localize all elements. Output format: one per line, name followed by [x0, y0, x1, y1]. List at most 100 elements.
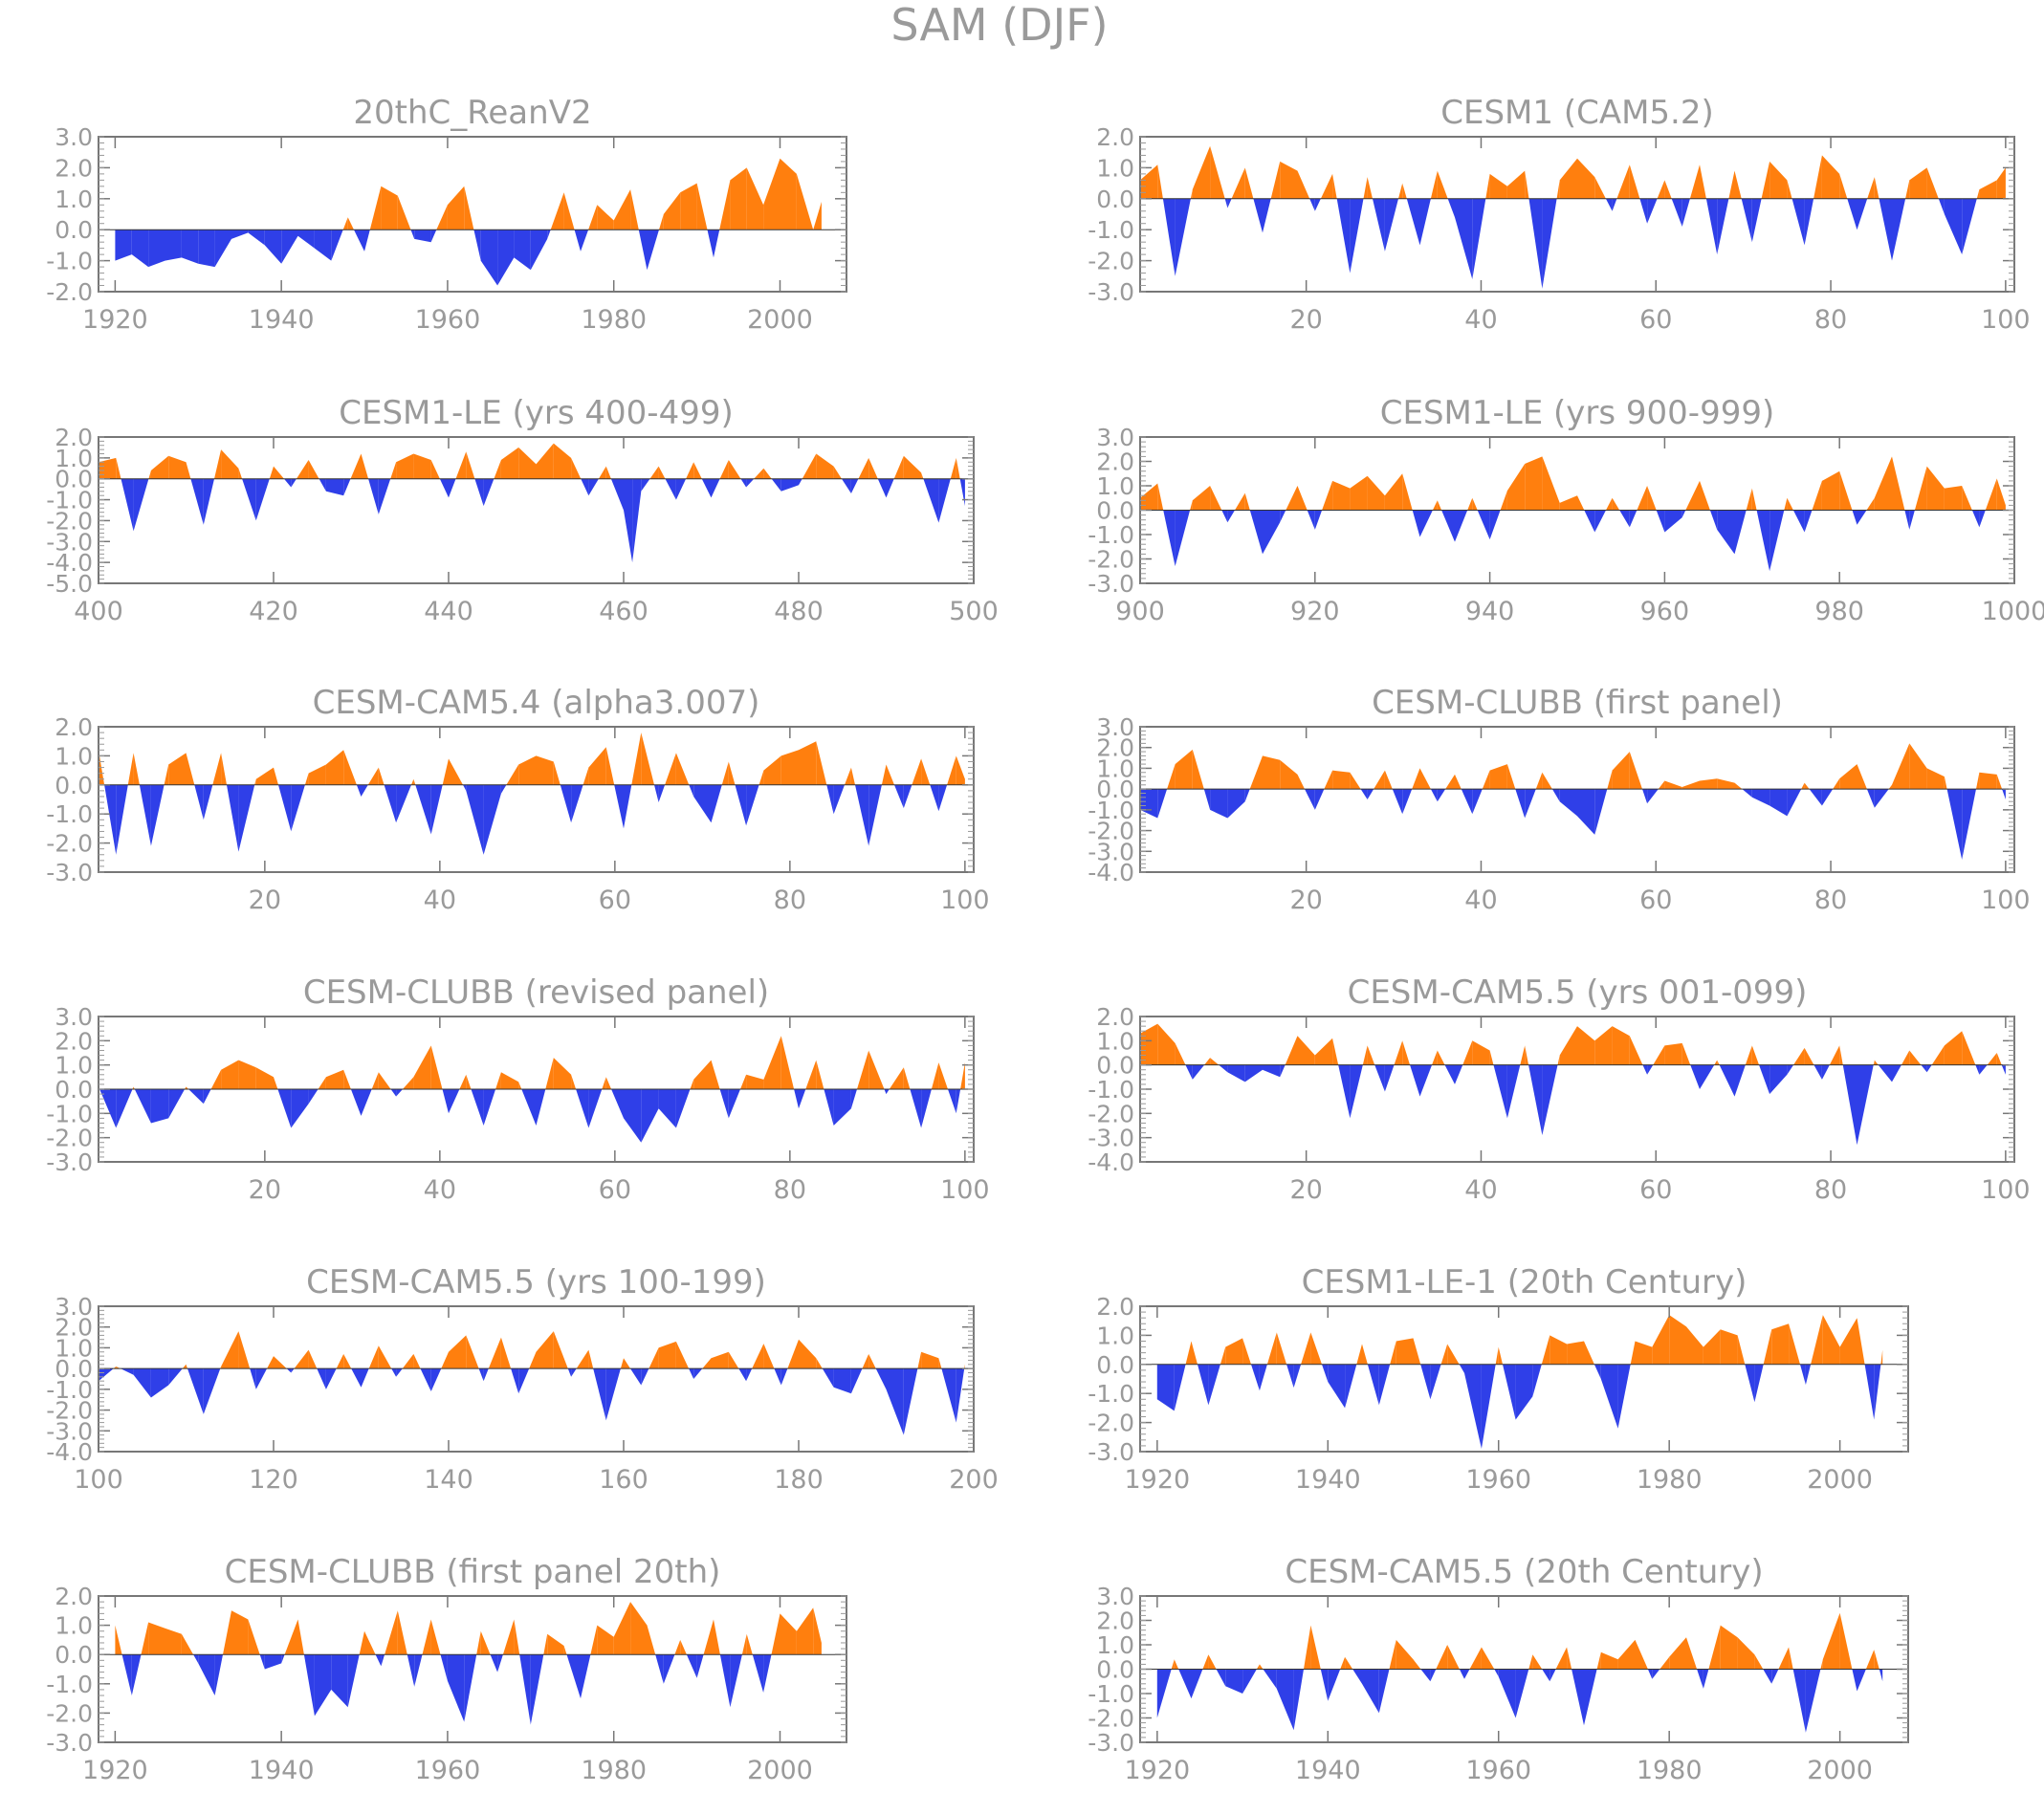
x-tick-label: 1940 [1295, 1465, 1361, 1495]
positive-area [1962, 486, 1972, 511]
negative-area [281, 1654, 285, 1664]
negative-area [1477, 510, 1490, 540]
positive-area [1432, 1050, 1438, 1065]
chart-panel-11: CESM-CLUBB (first panel 20th) 2.01.00.0-1… [46, 1553, 847, 1785]
y-tick-label: 0.0 [55, 772, 93, 799]
positive-area [1190, 500, 1193, 511]
negative-area [286, 1368, 292, 1373]
negative-area [463, 784, 467, 791]
y-tick-label: 1.0 [1096, 1631, 1134, 1659]
positive-area [553, 443, 572, 479]
positive-area [1350, 475, 1368, 511]
positive-area [1157, 164, 1163, 199]
positive-area [746, 167, 764, 230]
panel-title: CESM1-LE (yrs 400-499) [339, 394, 733, 432]
positive-area [304, 773, 309, 785]
positive-area [1191, 1341, 1198, 1365]
y-tick-label: -2.0 [46, 507, 93, 535]
positive-area [430, 1619, 441, 1655]
positive-area [1462, 1040, 1473, 1065]
negative-area [886, 478, 894, 498]
positive-area [1944, 776, 1947, 790]
negative-area [203, 1089, 211, 1104]
y-tick-label: -1.0 [46, 800, 93, 828]
positive-area [1220, 1346, 1226, 1365]
positive-area [868, 1050, 885, 1089]
positive-area [588, 1349, 594, 1369]
positive-area [780, 1613, 797, 1655]
negative-area [1938, 198, 1945, 214]
positive-area [1310, 1625, 1321, 1670]
positive-area [1905, 180, 1910, 199]
negative-area [1447, 198, 1455, 218]
positive-area [703, 1619, 714, 1655]
positive-area [1528, 1654, 1533, 1670]
x-tick-label: 100 [1981, 886, 2031, 915]
positive-area [1821, 155, 1840, 199]
negative-area [121, 478, 134, 532]
negative-area [1459, 1364, 1464, 1373]
negative-area [1594, 510, 1606, 533]
positive-area [536, 443, 554, 479]
x-tick-label: 100 [940, 1175, 990, 1205]
x-tick-label: 100 [1981, 1175, 2031, 1205]
positive-area [1787, 497, 1793, 511]
positive-area [367, 767, 379, 785]
x-tick-label: 1980 [1637, 1756, 1703, 1785]
y-tick-label: 1.0 [1096, 1027, 1134, 1055]
negative-area [351, 1368, 362, 1388]
positive-area [1686, 1326, 1703, 1365]
positive-area [127, 753, 134, 785]
x-tick-label: 80 [1814, 305, 1847, 335]
negative-area [2001, 1064, 2006, 1075]
negative-area [1338, 1064, 1351, 1119]
y-tick-label: 1.0 [1096, 1322, 1134, 1349]
positive-area [455, 451, 467, 479]
negative-area [1892, 1064, 1901, 1082]
y-tick-label: -3.0 [1088, 1125, 1134, 1152]
positive-area [903, 455, 922, 479]
negative-area [707, 230, 714, 258]
negative-area [1709, 510, 1718, 530]
positive-area [702, 1358, 712, 1369]
negative-area [581, 230, 589, 251]
positive-area [1419, 768, 1431, 790]
y-tick-label: -3.0 [1088, 278, 1134, 306]
negative-area [291, 784, 305, 832]
positive-area [284, 1619, 298, 1655]
x-tick-label: 440 [424, 597, 473, 626]
negative-area [1419, 198, 1431, 246]
negative-area [1647, 198, 1658, 224]
chart-panel-2: CESM1 (CAM5.2) 2.0 1.0 0.0 -1.0 -2.0 -3.0 20 40 6… [1088, 94, 2030, 335]
negative-area [641, 1368, 649, 1386]
positive-area [1324, 770, 1333, 790]
positive-area [763, 468, 772, 479]
chart-panel-12: CESM-CAM5.5 (20th Century) 3.02.01.00.0-1… [1088, 1553, 1909, 1785]
panel-title: 20thC_ReanV2 [353, 94, 591, 132]
chart-panel-3: CESM1-LE (yrs 400-499)2.01.00.0-1.0-2.0-… [46, 394, 999, 626]
positive-area [1617, 1639, 1636, 1670]
positive-area [1332, 480, 1351, 511]
negative-area [1642, 1064, 1648, 1075]
negative-area [148, 230, 165, 268]
y-tick-label: 2.0 [55, 154, 93, 182]
positive-area [1367, 475, 1385, 511]
positive-area [1472, 497, 1478, 511]
negative-area [536, 1089, 546, 1126]
positive-area [850, 767, 855, 785]
positive-area [1356, 1344, 1362, 1365]
negative-area [654, 784, 659, 802]
negative-area [658, 1089, 676, 1128]
negative-area [396, 1089, 403, 1097]
x-tick-label: 100 [1981, 305, 2031, 335]
negative-area [1378, 1364, 1391, 1406]
positive-area [719, 460, 729, 479]
positive-area [1430, 170, 1438, 199]
y-tick-label: 1.0 [55, 1612, 93, 1640]
negative-area [1962, 198, 1977, 255]
negative-area [314, 1654, 332, 1716]
negative-area [1307, 510, 1315, 530]
positive-area [1244, 167, 1254, 199]
negative-area [884, 1089, 887, 1095]
